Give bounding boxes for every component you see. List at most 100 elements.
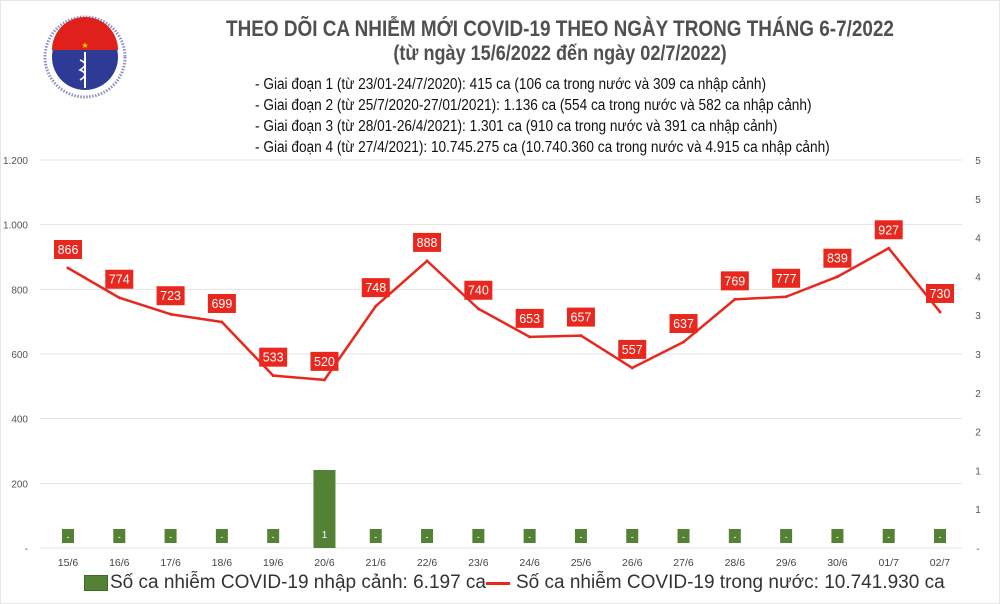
line-data-label: 533: [263, 351, 284, 365]
line-point-23/6: [476, 307, 480, 311]
line-data-label: 730: [930, 287, 951, 301]
line-point-28/6: [733, 297, 737, 301]
x-tick-label: 30/6: [827, 557, 848, 569]
x-tick-label: 02/7: [930, 557, 951, 569]
bar-20/6: [313, 470, 336, 548]
period-notes: - Giai đoạn 1 (từ 23/01-24/7/2020): 415 …: [255, 74, 830, 158]
domestic-cases-line: [67, 247, 941, 382]
bar-25/6: [574, 529, 587, 543]
bar-17/6: [164, 529, 177, 543]
bar-data-label: -: [374, 532, 377, 542]
line-data-label-box: [259, 347, 288, 367]
line-point-24/6: [528, 335, 532, 339]
line-data-label: 557: [622, 343, 643, 357]
x-tick-label: 22/6: [417, 557, 438, 569]
bar-23/6: [472, 529, 485, 543]
y-left-tick-label: 400: [11, 415, 28, 426]
line-point-19/6: [271, 374, 275, 378]
x-tick-label: 20/6: [314, 557, 335, 569]
bar-18/6: [215, 529, 228, 543]
legend-item-imported: Số ca nhiễm COVID-19 nhập cảnh: 6.197 ca: [84, 572, 486, 594]
bar-data-label: -: [272, 532, 275, 542]
line-point-20/6: [322, 378, 326, 382]
line-point-30/6: [835, 275, 839, 279]
line-data-label: 748: [365, 281, 386, 295]
note-period-1: - Giai đoạn 1 (từ 23/01-24/7/2020): 415 …: [255, 76, 766, 93]
note-period-2: - Giai đoạn 2 (từ 25/7/2020-27/01/2021):…: [255, 97, 812, 114]
line-data-label-box: [823, 248, 852, 268]
y-right-tick-label: 3: [975, 311, 981, 322]
bar-data-label: -: [785, 532, 788, 542]
legend-item-domestic: Số ca nhiễm COVID-19 trong nước: 10.741.…: [486, 572, 945, 594]
bar-01/7: [882, 529, 895, 543]
bar-data-label: -: [579, 532, 582, 542]
x-tick-label: 17/6: [160, 557, 181, 569]
bar-28/6: [728, 529, 741, 543]
x-tick-label: 27/6: [673, 557, 694, 569]
svg-text:★: ★: [81, 41, 88, 50]
line-data-label-box: [207, 293, 236, 313]
line-data-label-box: [54, 239, 82, 259]
x-tick-label: 24/6: [519, 557, 540, 569]
line-point-17/6: [169, 312, 173, 316]
line-point-18/6: [220, 320, 224, 324]
bar-02/7: [934, 529, 946, 543]
bar-27/6: [677, 529, 690, 543]
x-tick-label: 23/6: [468, 557, 489, 569]
bar-data-label: -: [426, 532, 429, 542]
line-data-label-box: [926, 283, 954, 303]
line-data-label-box: [105, 269, 134, 289]
y-left-tick-label: 600: [11, 350, 28, 361]
line-data-label: 866: [58, 243, 79, 257]
line-data-label: 774: [109, 273, 130, 287]
y-right-tick-label: 5: [975, 156, 981, 167]
y-right-tick-label: 4: [975, 272, 981, 283]
line-data-label: 888: [417, 236, 438, 250]
line-point-26/6: [630, 366, 634, 370]
y-left-tick-label: 1.000: [3, 221, 28, 232]
x-tick-label: 25/6: [571, 557, 592, 569]
line-point-22/6: [425, 259, 429, 263]
line-data-label: 927: [878, 223, 899, 237]
legend-bar-swatch: [84, 575, 108, 591]
legend-label-imported: Số ca nhiễm COVID-19 nhập cảnh: 6.197 ca: [110, 572, 487, 593]
bar-24/6: [523, 529, 536, 543]
bar-data-label: -: [631, 532, 634, 542]
x-tick-label: 15/6: [58, 557, 79, 569]
bar-data-label: -: [939, 532, 942, 542]
line-data-label-box: [772, 268, 801, 288]
line-point-16/6: [117, 296, 121, 300]
line-data-label-box: [669, 314, 698, 334]
line-data-label-box: [464, 280, 493, 300]
line-point-01/7: [887, 246, 891, 250]
x-tick-label: 21/6: [366, 557, 387, 569]
bar-15/6: [62, 529, 74, 543]
legend-label-domestic: Số ca nhiễm COVID-19 trong nước: 10.741.…: [516, 572, 945, 593]
bar-data-label: -: [220, 532, 223, 542]
bar-data-label: -: [682, 532, 685, 542]
bar-26/6: [626, 529, 639, 543]
bar-data-label: -: [118, 532, 121, 542]
line-data-label: 699: [211, 297, 232, 311]
y-right-tick-label: 3: [975, 350, 981, 361]
y-left-tick-label: 200: [11, 479, 28, 490]
ministry-of-health-logo: ★: [43, 15, 127, 99]
line-data-label: 520: [314, 355, 335, 369]
line-data-label-box: [156, 286, 185, 306]
x-tick-label: 19/6: [263, 557, 284, 569]
bar-22/6: [421, 529, 434, 543]
bar-data-label: 1: [322, 530, 328, 541]
legend-line-swatch: [486, 581, 510, 585]
x-tick-label: 29/6: [776, 557, 797, 569]
line-data-label: 653: [519, 312, 540, 326]
x-tick-label: 28/6: [725, 557, 746, 569]
line-data-label: 777: [776, 272, 797, 286]
chart-title: THEO DÕI CA NHIỄM MỚI COVID-19 THEO NGÀY…: [226, 16, 894, 41]
chart-subtitle: (từ ngày 15/6/2022 đến ngày 02/7/2022): [393, 42, 727, 65]
line-data-label: 637: [673, 317, 694, 331]
line-data-label: 723: [160, 289, 181, 303]
line-point-02/7: [938, 310, 942, 314]
bar-30/6: [831, 529, 844, 543]
line-data-label-box: [720, 271, 749, 291]
bar-data-label: -: [528, 532, 531, 542]
